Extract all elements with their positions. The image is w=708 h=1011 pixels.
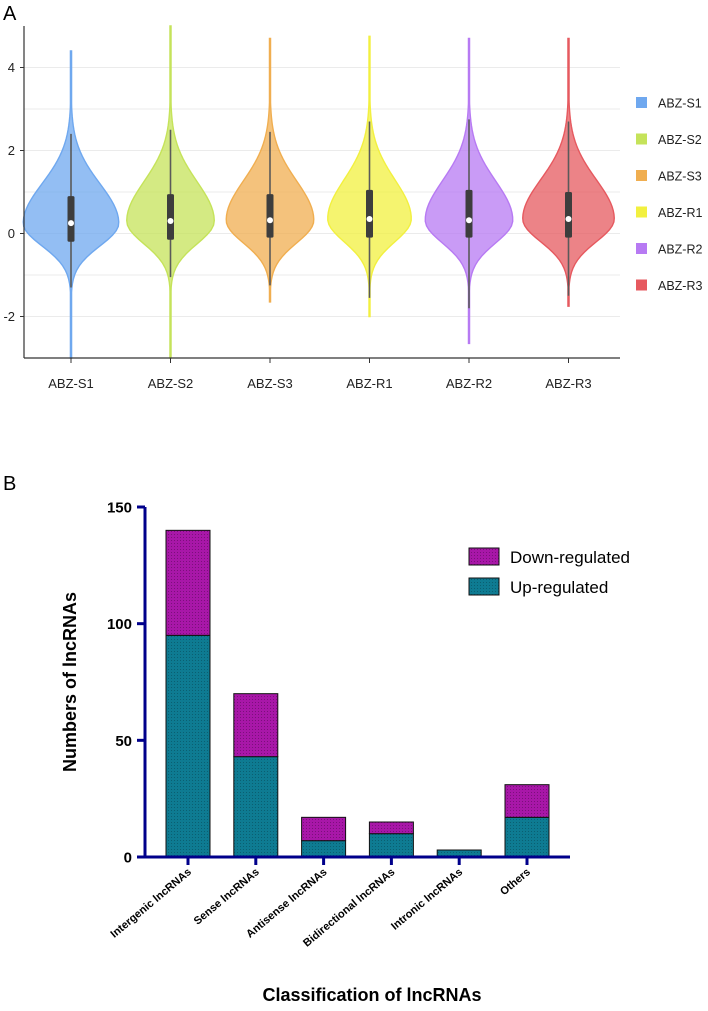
violin-median — [167, 218, 174, 225]
x-tick-label: ABZ-R2 — [446, 376, 492, 391]
legend-swatch — [468, 547, 500, 566]
violin-median — [68, 220, 74, 227]
violin-median — [366, 215, 373, 222]
legend-label: Down-regulated — [510, 548, 630, 567]
y-tick-label: 0 — [8, 226, 15, 241]
bar-up-regulated — [165, 634, 211, 858]
legend-swatch — [636, 133, 647, 145]
bar-up-regulated — [504, 816, 550, 858]
x-tick-label: Others — [498, 866, 533, 898]
bar-up-regulated — [301, 840, 347, 858]
legend-label: ABZ-S1 — [658, 97, 702, 111]
violin-iqr-box — [67, 196, 75, 242]
axes — [137, 505, 570, 865]
x-tick-label: ABZ-R1 — [346, 376, 392, 391]
legend-swatch — [636, 97, 647, 108]
x-tick-label: Sense lncRNAs — [192, 866, 262, 927]
legend-swatch — [636, 243, 647, 254]
violin-median — [267, 217, 273, 224]
y-tick-labels: -2 0 2 4 — [3, 60, 15, 324]
violin-iqr-box — [565, 192, 572, 238]
violin-median — [466, 217, 472, 224]
legend: ABZ-S1 ABZ-S2 ABZ-S3 ABZ-R1 ABZ-R2 ABZ-R3 — [636, 97, 703, 293]
legend-label: ABZ-R1 — [658, 206, 703, 220]
bar-down-regulated — [368, 821, 414, 835]
violin-iqr-box — [366, 189, 373, 238]
y-tick-label: -2 — [3, 309, 15, 324]
legend-swatch — [468, 577, 500, 596]
panel-a-label: A — [3, 3, 17, 25]
legend: Down-regulated Up-regulated — [468, 547, 630, 597]
x-tick-label: ABZ-R3 — [545, 376, 591, 391]
axes — [20, 26, 620, 363]
y-tick-label: 2 — [8, 143, 15, 158]
bar-up-regulated — [368, 833, 414, 858]
violin-median — [565, 215, 572, 222]
legend-label: ABZ-S3 — [658, 170, 702, 184]
legend-label: ABZ-S2 — [658, 133, 702, 147]
legend-swatch — [636, 170, 647, 181]
y-tick-label: 50 — [115, 733, 132, 750]
bar-down-regulated — [233, 693, 279, 758]
y-tick-label: 0 — [124, 850, 132, 867]
x-tick-label: ABZ-S2 — [148, 376, 194, 391]
violin-iqr-box — [266, 194, 274, 238]
violin-iqr-box — [167, 194, 174, 240]
y-tick-label: 150 — [107, 500, 132, 517]
y-tick-labels: 0 50 100 150 — [107, 500, 132, 867]
legend-label: ABZ-R2 — [658, 243, 703, 257]
x-tick-labels: ABZ-S1 ABZ-S2 ABZ-S3 ABZ-R1 ABZ-R2 ABZ-R3 — [48, 376, 591, 391]
x-tick-label: Intronic lncRNAs — [389, 866, 465, 933]
panel-b-label: B — [3, 473, 16, 495]
x-tick-label: Intergenic lncRNAs — [108, 866, 193, 940]
legend-label: ABZ-R3 — [658, 279, 703, 293]
legend-label: Up-regulated — [510, 578, 608, 597]
bar-down-regulated — [301, 816, 347, 842]
bar-down-regulated — [504, 784, 550, 818]
grid-lines — [24, 67, 620, 317]
bar-up-regulated — [233, 756, 279, 858]
x-axis-label: Classification of lncRNAs — [262, 985, 481, 1005]
x-tick-label: ABZ-S1 — [48, 376, 94, 391]
y-tick-label: 100 — [107, 616, 132, 633]
legend-swatch — [636, 279, 647, 291]
violin-iqr-box — [465, 189, 473, 238]
bars — [165, 529, 550, 858]
legend-swatch — [636, 206, 647, 218]
y-tick-label: 4 — [8, 60, 15, 75]
x-tick-label: ABZ-S3 — [247, 376, 293, 391]
bar-down-regulated — [165, 529, 211, 636]
y-axis-label: Numbers of lncRNAs — [60, 592, 80, 772]
violins — [22, 25, 615, 359]
